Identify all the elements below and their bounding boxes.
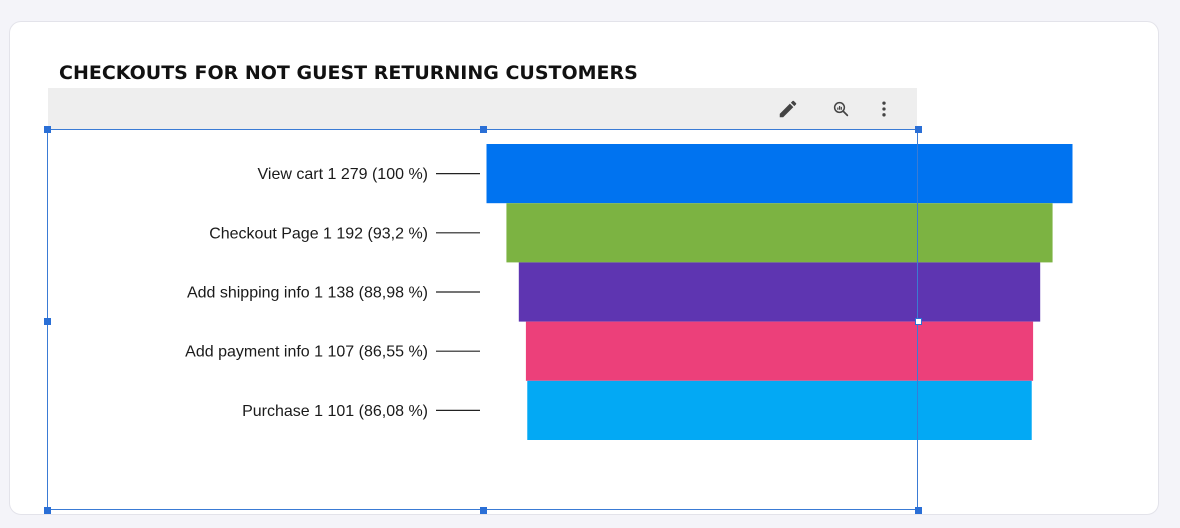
resize-handle-top-left[interactable] — [44, 126, 51, 133]
funnel-bar-5[interactable] — [527, 380, 1032, 440]
chart-title: CHECKOUTS FOR NOT GUEST RETURNING CUSTOM… — [59, 62, 638, 84]
funnel-bar-2[interactable] — [506, 203, 1053, 263]
resize-handle-bottom-right[interactable] — [915, 507, 922, 514]
resize-handle-bottom-left[interactable] — [44, 507, 51, 514]
funnel-label: View cart 1 279 (100 %) — [258, 166, 428, 183]
funnel-bar-3[interactable] — [518, 262, 1041, 322]
edit-pencil-icon[interactable] — [775, 96, 801, 122]
analytics-search-icon[interactable] — [828, 96, 854, 122]
funnel-label: Checkout Page 1 192 (93,2 %) — [209, 225, 428, 242]
funnel-label: Add payment info 1 107 (86,55 %) — [185, 344, 428, 361]
resize-handle-top-right[interactable] — [915, 126, 922, 133]
resize-handle-left[interactable] — [44, 318, 51, 325]
funnel-label: Purchase 1 101 (86,08 %) — [242, 403, 428, 420]
chart-toolbar — [48, 88, 917, 129]
funnel-bar-4[interactable] — [525, 321, 1034, 381]
funnel-bar-1[interactable] — [486, 144, 1073, 204]
resize-handle-bottom[interactable] — [480, 507, 487, 514]
resize-handle-top[interactable] — [480, 126, 487, 133]
funnel-label: Add shipping info 1 138 (88,98 %) — [187, 285, 428, 302]
more-vert-icon[interactable] — [871, 96, 897, 122]
resize-handle-right[interactable] — [915, 318, 922, 325]
